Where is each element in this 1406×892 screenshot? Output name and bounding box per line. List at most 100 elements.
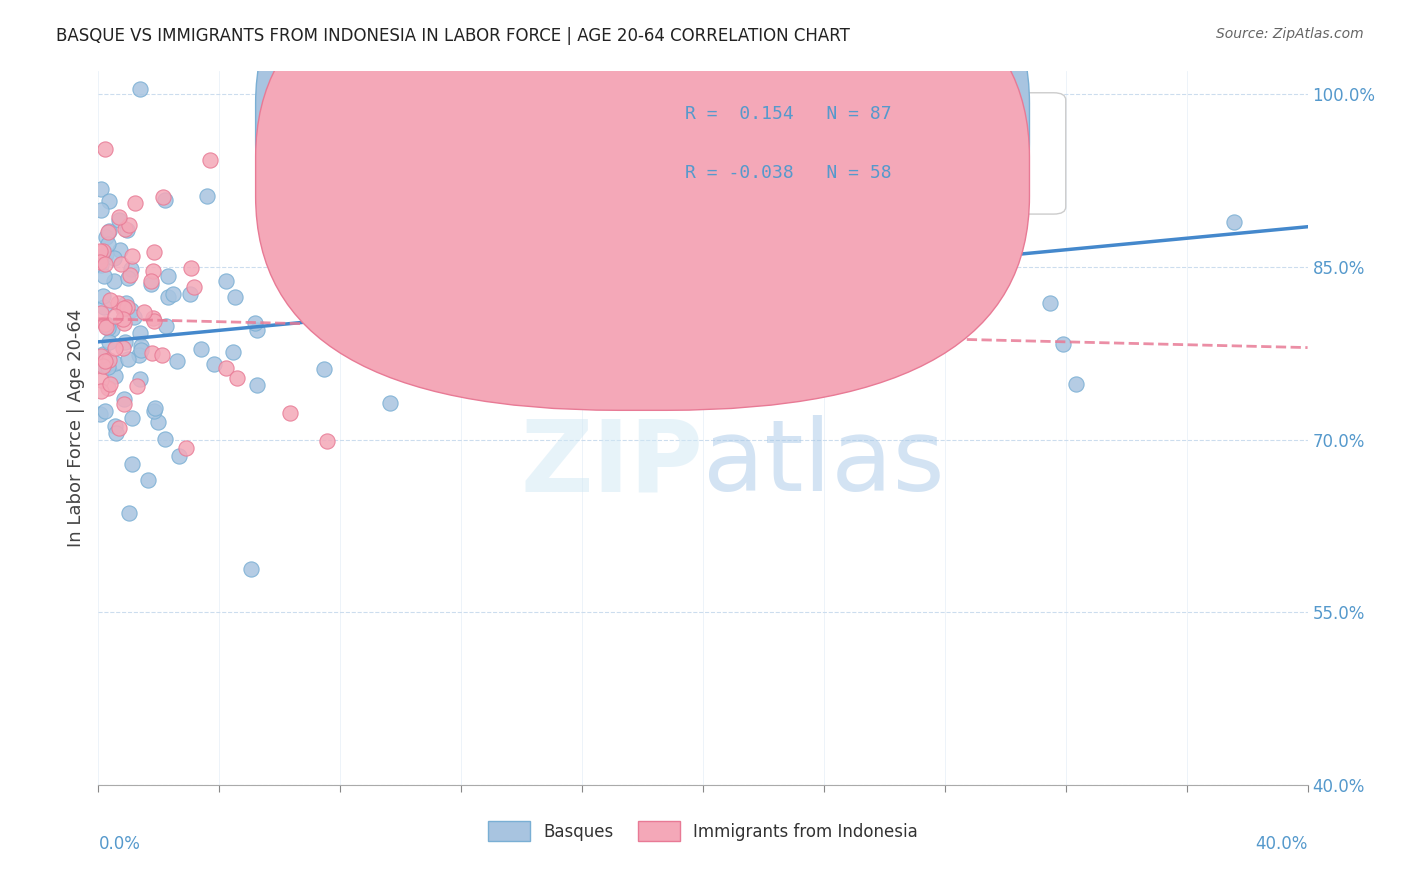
Point	[101, 321, 124, 335]
Point	[128, 372, 150, 386]
Point	[94, 230, 117, 244]
Point	[100, 293, 122, 307]
Point	[97, 226, 120, 240]
Point	[134, 305, 156, 319]
Point	[157, 290, 180, 304]
Text: 40.0%: 40.0%	[1256, 835, 1308, 853]
Point	[94, 317, 117, 331]
Point	[509, 242, 531, 256]
Point	[115, 223, 138, 237]
Point	[107, 421, 129, 435]
Point	[195, 189, 218, 203]
Point	[108, 243, 131, 257]
Point	[225, 371, 247, 385]
Point	[107, 296, 129, 310]
Point	[146, 415, 169, 429]
Point	[97, 334, 120, 349]
Point	[93, 300, 115, 314]
Point	[94, 359, 117, 374]
Legend: Basques, Immigrants from Indonesia: Basques, Immigrants from Indonesia	[481, 814, 925, 848]
Point	[125, 379, 148, 393]
Point	[153, 194, 176, 208]
Point	[112, 397, 135, 411]
Point	[90, 384, 112, 398]
Point	[90, 182, 112, 196]
Text: ZIP: ZIP	[520, 416, 703, 512]
Point	[94, 246, 117, 260]
Point	[152, 190, 174, 204]
Point	[179, 287, 201, 301]
Point	[780, 179, 803, 194]
Point	[93, 257, 115, 271]
Point	[121, 457, 143, 471]
Point	[112, 301, 135, 316]
Point	[436, 234, 458, 248]
Point	[96, 236, 118, 251]
Point	[141, 346, 163, 360]
Point	[117, 218, 139, 232]
Point	[224, 290, 246, 304]
Point	[97, 352, 120, 367]
Point	[114, 222, 136, 236]
Point	[312, 361, 335, 376]
Point	[141, 274, 163, 288]
Point	[1064, 376, 1087, 391]
Point	[98, 224, 121, 238]
Point	[264, 224, 287, 238]
Point	[94, 404, 117, 418]
FancyBboxPatch shape	[256, 0, 1029, 410]
Point	[104, 341, 127, 355]
Point	[316, 434, 339, 448]
Text: R =  0.154   N = 87: R = 0.154 N = 87	[685, 105, 891, 123]
Point	[103, 252, 125, 266]
Point	[96, 353, 118, 368]
Point	[91, 289, 114, 303]
Point	[240, 562, 263, 576]
Point	[115, 296, 138, 310]
Point	[129, 343, 152, 357]
Point	[166, 354, 188, 368]
Point	[198, 153, 221, 167]
Point	[142, 264, 165, 278]
Point	[103, 274, 125, 288]
Point	[115, 300, 138, 314]
Point	[91, 359, 114, 373]
Point	[519, 183, 541, 197]
Point	[318, 318, 340, 332]
Point	[111, 341, 134, 355]
Point	[114, 334, 136, 349]
Point	[93, 268, 115, 283]
Point	[1223, 215, 1246, 229]
Point	[91, 346, 114, 360]
Point	[97, 320, 120, 334]
Point	[129, 81, 152, 95]
Point	[222, 344, 245, 359]
Point	[128, 326, 150, 341]
Point	[110, 257, 132, 271]
Point	[94, 142, 117, 156]
Point	[97, 381, 120, 395]
Point	[111, 312, 134, 326]
Point	[157, 269, 180, 284]
Point	[246, 323, 269, 337]
Point	[1008, 146, 1031, 161]
Point	[120, 303, 142, 318]
Point	[120, 262, 142, 277]
Point	[121, 411, 143, 425]
Point	[142, 314, 165, 328]
Point	[121, 249, 143, 263]
Point	[117, 271, 139, 285]
Point	[142, 311, 165, 326]
Point	[108, 210, 131, 224]
Point	[180, 260, 202, 275]
FancyBboxPatch shape	[582, 93, 1066, 214]
Text: R = -0.038   N = 58: R = -0.038 N = 58	[685, 164, 891, 182]
Point	[97, 318, 120, 333]
Point	[278, 406, 301, 420]
FancyBboxPatch shape	[256, 0, 1029, 357]
Point	[118, 268, 141, 283]
Text: 0.0%: 0.0%	[98, 835, 141, 853]
Point	[124, 310, 146, 324]
Point	[94, 320, 117, 334]
Point	[124, 195, 146, 210]
